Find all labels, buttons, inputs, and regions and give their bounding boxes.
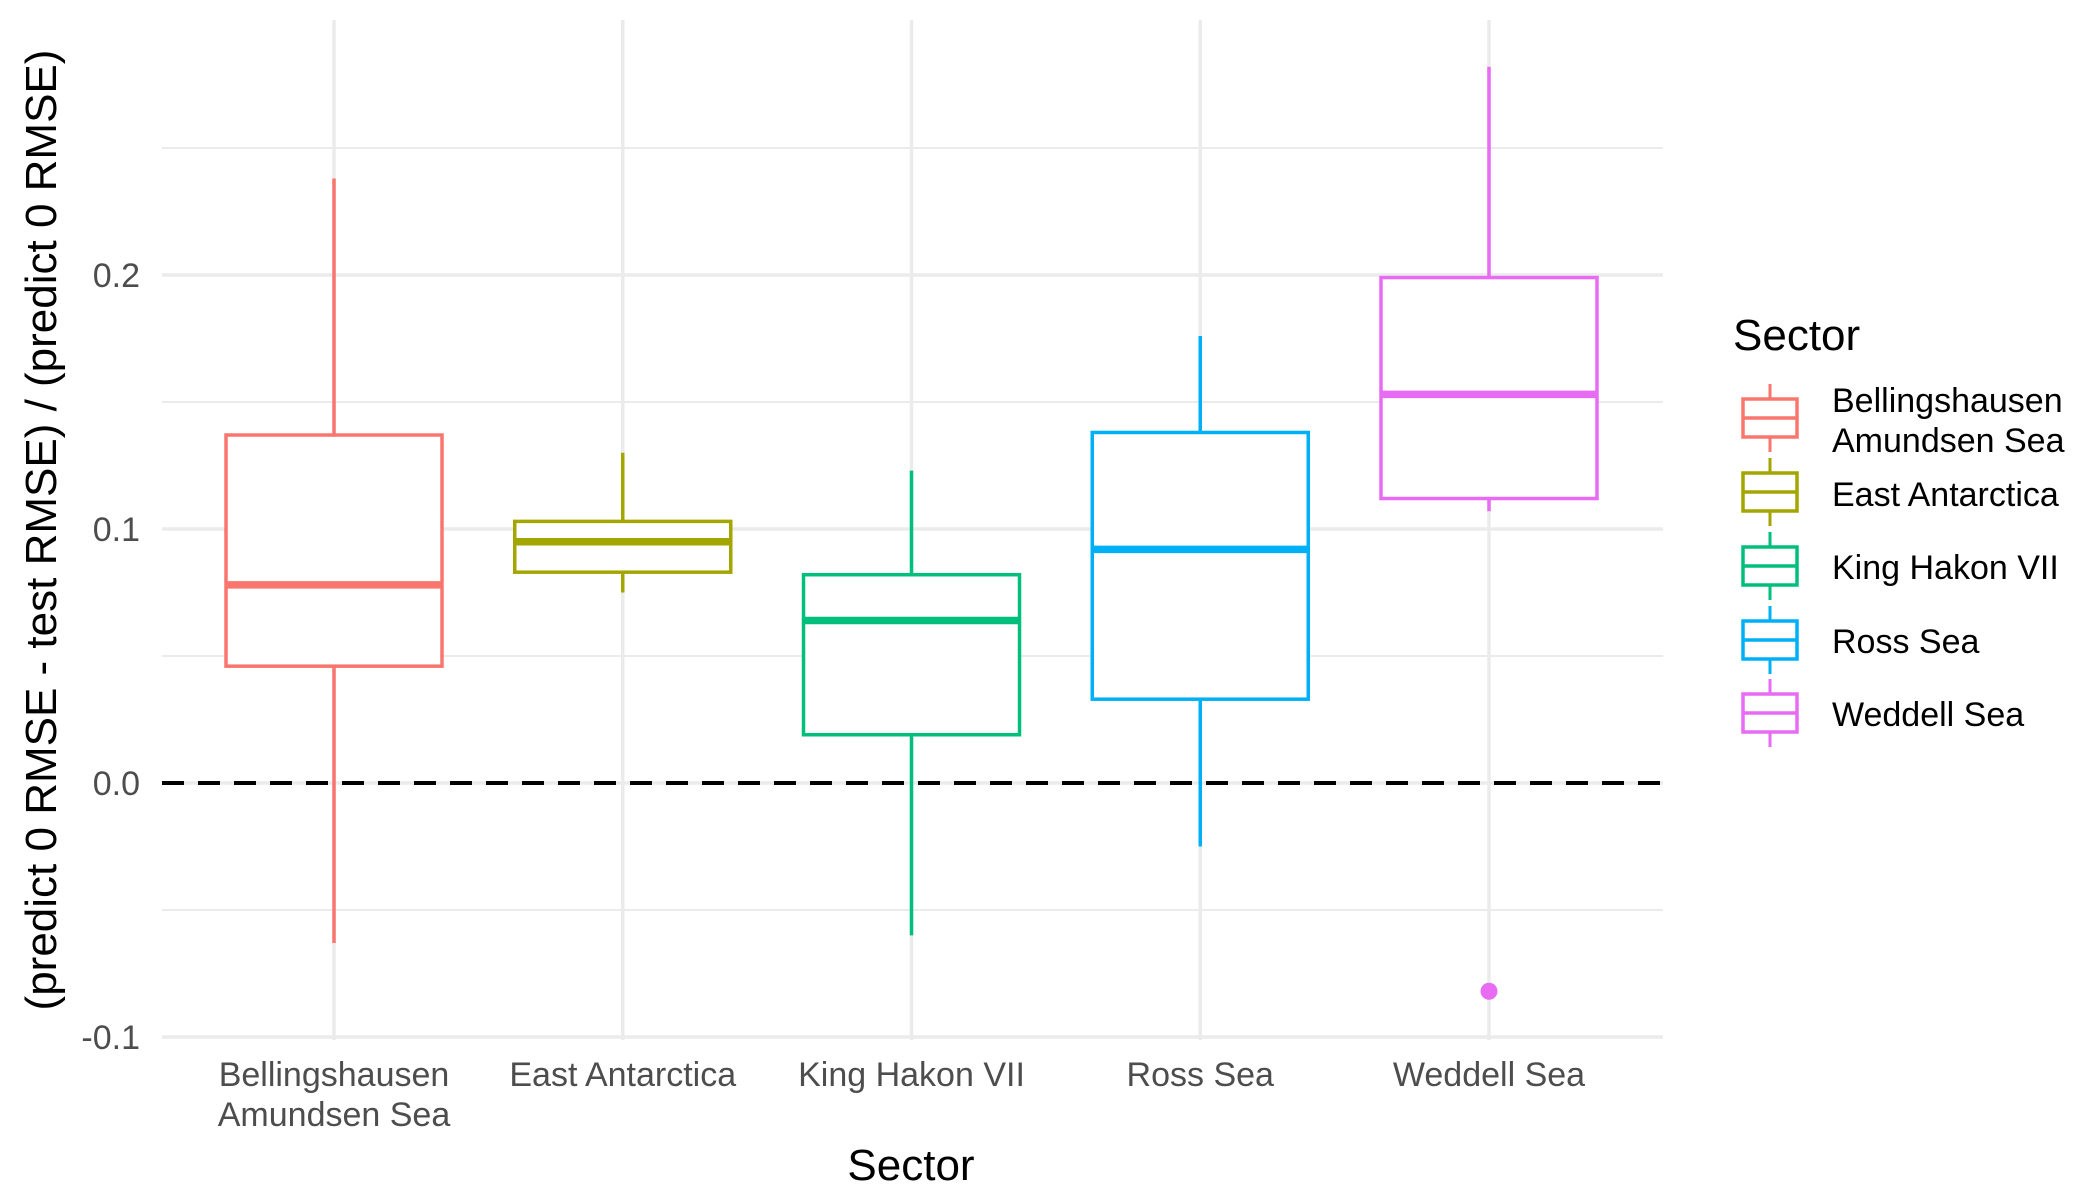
legend-label: East Antarctica [1832, 476, 2059, 514]
box-iqr [513, 519, 733, 574]
x-tick-label-line: Amundsen Sea [218, 1096, 451, 1134]
x-tick-label: King Hakon VII [798, 1056, 1025, 1094]
box-king-hakon-vii [801, 470, 1022, 936]
y-tick-label: 0.2 [93, 257, 140, 295]
y-tick-label: 0.1 [93, 511, 140, 549]
y-axis-title: (predict 0 RMSE - test RMSE) / (predict … [17, 50, 66, 1011]
outlier-point [1480, 982, 1498, 1000]
x-axis-title: Sector [847, 1141, 974, 1190]
legend-label: Weddell Sea [1832, 696, 2024, 734]
box-weddell-sea [1379, 66, 1599, 1000]
legend-label: Ross Sea [1832, 623, 1979, 661]
x-tick-label-line: Bellingshausen [219, 1056, 450, 1094]
x-tick-label: Ross Sea [1127, 1056, 1274, 1094]
box-ross-sea [1090, 335, 1310, 847]
y-axis-ticks: -0.1 0.0 0.1 0.2 [81, 257, 140, 1057]
x-tick-label: Weddell Sea [1393, 1056, 1585, 1094]
box-iqr [801, 572, 1022, 737]
box-iqr [224, 433, 444, 668]
legend-item-east-antarctica: East Antarctica [1741, 458, 2059, 526]
y-tick-label: 0.0 [93, 765, 140, 803]
x-tick-label: Bellingshausen Amundsen Sea [218, 1056, 451, 1134]
legend-item-ross-sea: Ross Sea [1741, 606, 1979, 674]
x-axis-ticks: Bellingshausen Amundsen Sea East Antarctic… [218, 1056, 1585, 1134]
x-tick-label: East Antarctica [509, 1056, 736, 1094]
y-tick-label: -0.1 [81, 1019, 140, 1057]
box-iqr [1090, 430, 1310, 701]
legend-item-king-hakon-vii: King Hakon VII [1741, 532, 2059, 600]
x-tick-label-line: Weddell Sea [1393, 1056, 1585, 1094]
x-tick-label-line: East Antarctica [509, 1056, 736, 1094]
legend-title: Sector [1733, 311, 1860, 360]
box-east-antarctica [513, 452, 733, 593]
boxes-group [224, 66, 1599, 1000]
legend-label: Amundsen Sea [1832, 422, 2065, 460]
legend-label: Bellingshausen [1832, 382, 2063, 420]
x-tick-label-line: King Hakon VII [798, 1056, 1025, 1094]
legend-label: King Hakon VII [1832, 549, 2059, 587]
legend-item-weddell-sea: Weddell Sea [1741, 679, 2024, 747]
box-bellingshausen-amundsen-sea [224, 178, 444, 944]
x-tick-label-line: Ross Sea [1127, 1056, 1274, 1094]
box-iqr [1379, 275, 1599, 501]
